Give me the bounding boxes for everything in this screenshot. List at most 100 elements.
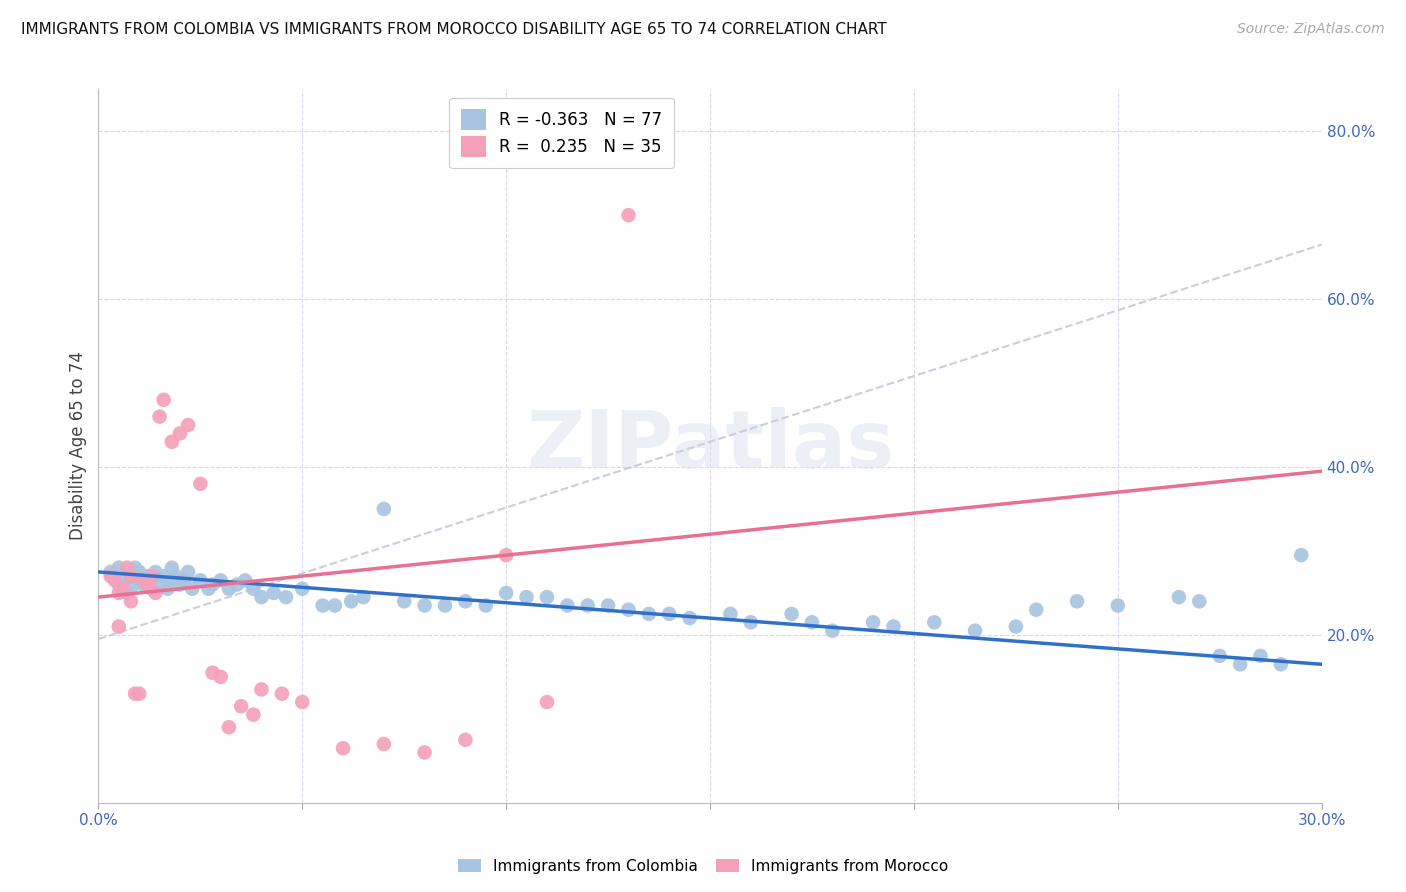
Point: [242, 707, 264, 722]
Point: [1249, 648, 1271, 663]
Point: [332, 741, 354, 756]
Point: [120, 582, 142, 596]
Point: [454, 594, 477, 608]
Point: [145, 565, 167, 579]
Point: [312, 599, 335, 613]
Text: IMMIGRANTS FROM COLOMBIA VS IMMIGRANTS FROM MOROCCO DISABILITY AGE 65 TO 74 CORR: IMMIGRANTS FROM COLOMBIA VS IMMIGRANTS F…: [21, 22, 887, 37]
Point: [862, 615, 884, 630]
Point: [340, 594, 363, 608]
Legend: Immigrants from Colombia, Immigrants from Morocco: Immigrants from Colombia, Immigrants fro…: [451, 853, 955, 880]
Point: [352, 590, 374, 604]
Point: [392, 594, 416, 608]
Point: [965, 624, 987, 638]
Point: [557, 599, 579, 613]
Text: ZIPatlas: ZIPatlas: [526, 407, 894, 485]
Point: [124, 560, 146, 574]
Point: [100, 569, 122, 583]
Point: [104, 574, 127, 588]
Point: [1291, 548, 1313, 562]
Point: [1025, 603, 1047, 617]
Point: [108, 560, 131, 574]
Point: [250, 682, 273, 697]
Point: [291, 582, 314, 596]
Point: [1209, 648, 1232, 663]
Point: [141, 574, 163, 588]
Point: [160, 434, 183, 449]
Point: [128, 687, 150, 701]
Point: [188, 574, 212, 588]
Point: [250, 590, 273, 604]
Point: [108, 586, 131, 600]
Point: [149, 409, 172, 424]
Point: [263, 586, 285, 600]
Point: [516, 590, 538, 604]
Point: [679, 611, 702, 625]
Point: [136, 569, 159, 583]
Point: [801, 615, 824, 630]
Point: [132, 577, 155, 591]
Point: [169, 426, 191, 441]
Point: [160, 574, 183, 588]
Point: [536, 695, 558, 709]
Point: [821, 624, 844, 638]
Point: [617, 208, 640, 222]
Point: [233, 574, 256, 588]
Point: [413, 746, 436, 760]
Point: [197, 582, 219, 596]
Point: [120, 569, 142, 583]
Point: [141, 569, 163, 583]
Point: [231, 699, 253, 714]
Y-axis label: Disability Age 65 to 74: Disability Age 65 to 74: [69, 351, 87, 541]
Point: [128, 565, 150, 579]
Point: [209, 574, 232, 588]
Point: [598, 599, 620, 613]
Point: [177, 565, 200, 579]
Point: [617, 603, 640, 617]
Point: [108, 619, 131, 633]
Point: [373, 737, 395, 751]
Point: [434, 599, 457, 613]
Point: [124, 687, 146, 701]
Point: [1188, 594, 1211, 608]
Point: [1270, 657, 1292, 672]
Point: [115, 560, 138, 574]
Point: [177, 417, 200, 432]
Point: [188, 476, 212, 491]
Point: [373, 502, 395, 516]
Point: [111, 574, 134, 588]
Point: [454, 732, 477, 747]
Point: [149, 577, 172, 591]
Point: [1229, 657, 1251, 672]
Point: [1004, 619, 1026, 633]
Point: [720, 607, 742, 621]
Point: [274, 590, 297, 604]
Point: [291, 695, 314, 709]
Point: [242, 582, 264, 596]
Point: [111, 582, 134, 596]
Point: [152, 392, 174, 407]
Point: [201, 577, 224, 591]
Point: [218, 720, 240, 734]
Point: [218, 582, 240, 596]
Legend: R = -0.363   N = 77, R =  0.235   N = 35: R = -0.363 N = 77, R = 0.235 N = 35: [450, 97, 673, 169]
Point: [883, 619, 905, 633]
Point: [922, 615, 945, 630]
Point: [156, 582, 179, 596]
Point: [226, 577, 249, 591]
Point: [780, 607, 803, 621]
Point: [1107, 599, 1129, 613]
Point: [638, 607, 661, 621]
Point: [1167, 590, 1189, 604]
Point: [413, 599, 436, 613]
Point: [201, 665, 224, 680]
Point: [120, 569, 142, 583]
Point: [209, 670, 232, 684]
Point: [536, 590, 558, 604]
Point: [576, 599, 599, 613]
Point: [1066, 594, 1088, 608]
Point: [658, 607, 681, 621]
Point: [165, 569, 187, 583]
Text: Source: ZipAtlas.com: Source: ZipAtlas.com: [1237, 22, 1385, 37]
Point: [115, 586, 138, 600]
Point: [100, 565, 122, 579]
